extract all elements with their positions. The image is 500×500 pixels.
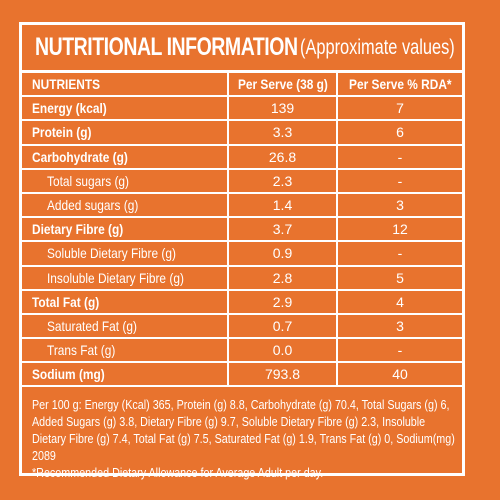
rda-value: 40 — [336, 362, 462, 388]
rda-value: 6 — [336, 120, 462, 146]
rda-value: 12 — [336, 217, 462, 243]
table-row: Energy (kcal) 139 7 — [22, 96, 462, 122]
per-serve-value: 2.3 — [227, 168, 337, 194]
per-serve-value: 0.0 — [227, 338, 337, 364]
header-rda: Per Serve % RDA* — [336, 73, 462, 98]
nutrient-name: Trans Fat (g) — [22, 338, 228, 364]
per-serve-value: 3.3 — [227, 120, 337, 146]
rda-value: 7 — [336, 96, 462, 122]
per-serve-value: 2.9 — [227, 289, 337, 315]
rda-value: - — [336, 168, 462, 194]
rda-value: 5 — [336, 265, 462, 291]
rda-value: 4 — [336, 289, 462, 315]
nutrient-name: Soluble Dietary Fibre (g) — [22, 241, 228, 267]
per-serve-value: 2.8 — [227, 265, 337, 291]
rda-value: - — [336, 144, 462, 170]
per-serve-value: 139 — [227, 96, 337, 122]
nutrition-panel: NUTRITIONAL INFORMATION (Approximate val… — [19, 22, 465, 480]
per-serve-value: 0.7 — [227, 313, 337, 340]
table-row: Total sugars (g) 2.3 - — [22, 168, 462, 194]
table-row: Carbohydrate (g) 26.8 - — [22, 144, 462, 170]
panel-title: NUTRITIONAL INFORMATION — [35, 33, 298, 61]
nutrient-name: Carbohydrate (g) — [22, 144, 228, 170]
footnote: Per 100 g: Energy (Kcal) 365, Protein (g… — [32, 397, 462, 482]
per-serve-value: 3.7 — [227, 217, 337, 243]
rda-value: 3 — [336, 313, 462, 340]
table-row: Added sugars (g) 1.4 3 — [22, 192, 462, 219]
rda-value: 3 — [336, 192, 462, 219]
table-row: Trans Fat (g) 0.0 - — [22, 338, 462, 364]
table-row: Total Fat (g) 2.9 4 — [22, 289, 462, 315]
nutrient-name: Added sugars (g) — [22, 192, 228, 219]
table-row: Insoluble Dietary Fibre (g) 2.8 5 — [22, 265, 462, 291]
panel-subtitle: (Approximate values) — [299, 35, 455, 59]
nutrient-name: Saturated Fat (g) — [22, 313, 228, 340]
table-row: Saturated Fat (g) 0.7 3 — [22, 313, 462, 340]
rda-value: - — [336, 241, 462, 267]
title-row: NUTRITIONAL INFORMATION (Approximate val… — [22, 25, 462, 73]
header-nutrients: NUTRIENTS — [22, 73, 228, 98]
per-serve-value: 26.8 — [227, 144, 337, 170]
table-row: Soluble Dietary Fibre (g) 0.9 - — [22, 241, 462, 267]
rda-footnote: *Recommended Dietary Allowance for Avera… — [32, 466, 324, 480]
nutrient-name: Dietary Fibre (g) — [22, 217, 228, 243]
nutrient-name: Protein (g) — [22, 120, 228, 146]
table-row: Protein (g) 3.3 6 — [22, 120, 462, 146]
table-row: Dietary Fibre (g) 3.7 12 — [22, 217, 462, 243]
nutrient-name: Energy (kcal) — [22, 96, 228, 122]
table-row: Sodium (mg) 793.8 40 — [22, 362, 462, 388]
per-serve-value: 0.9 — [227, 241, 337, 267]
per-serve-value: 793.8 — [227, 362, 337, 388]
table-header-row: NUTRIENTS Per Serve (38 g) Per Serve % R… — [22, 73, 462, 98]
per-serve-value: 1.4 — [227, 192, 337, 219]
nutrient-name: Total Fat (g) — [22, 289, 228, 315]
rda-value: - — [336, 338, 462, 364]
nutrient-name: Sodium (mg) — [22, 362, 228, 388]
per-100g-note: Per 100 g: Energy (Kcal) 365, Protein (g… — [32, 398, 455, 463]
nutrient-name: Insoluble Dietary Fibre (g) — [22, 265, 228, 291]
header-per-serve: Per Serve (38 g) — [227, 73, 337, 98]
nutrition-table: NUTRIENTS Per Serve (38 g) Per Serve % R… — [22, 73, 462, 388]
nutrient-name: Total sugars (g) — [22, 168, 228, 194]
